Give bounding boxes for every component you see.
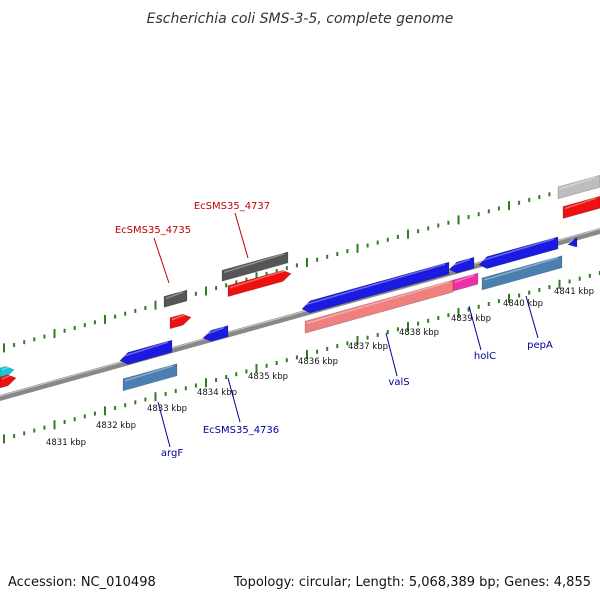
map-title: Escherichia coli SMS-3-5, complete genom…	[147, 11, 454, 27]
scale-label-4836: 4836 kbp	[298, 357, 338, 367]
scale-label-4839: 4839 kbp	[451, 314, 491, 324]
gene-EcSMS35_4735-cds	[169, 313, 192, 330]
gene-small-edge-cds	[567, 237, 578, 248]
scale-label-4835: 4835 kbp	[248, 372, 288, 382]
gene-valS-gene	[304, 279, 454, 334]
gene-EcSMS35_4737-cds	[227, 270, 292, 298]
gene-label-EcSMS35_4737: EcSMS35_4737	[194, 201, 270, 212]
leader-argF	[157, 401, 171, 448]
gene-left-edge-cds	[0, 374, 17, 389]
gene-label-pepA: pepA	[527, 340, 553, 351]
gene-left-edge-gene-shine	[1, 365, 11, 371]
gene-left-edge-cds-shine	[1, 373, 13, 380]
leader-lines	[153, 212, 539, 448]
gene-label-EcSMS35_4736: EcSMS35_4736	[203, 425, 279, 436]
scale-label-4831: 4831 kbp	[46, 438, 86, 448]
gene-holC-cds-shine	[450, 258, 471, 267]
gene-argF-gene	[122, 363, 178, 392]
upper-tick-track	[3, 178, 600, 353]
gene-valS-cds	[301, 261, 450, 314]
gene-argF-cds	[119, 339, 173, 365]
scale-label-4833: 4833 kbp	[147, 404, 187, 414]
gene-left-edge-gene	[0, 366, 15, 380]
gene-offscreen-upper-cds	[562, 195, 600, 219]
gene-pepA-gene-shine	[483, 257, 559, 281]
gene-holC-gene-shine	[454, 274, 475, 283]
gene-argF-gene-shine	[124, 365, 174, 382]
leader-EcSMS35_4735	[153, 237, 170, 284]
gene-label-argF: argF	[161, 448, 183, 459]
gene-valS-cds-shine	[303, 263, 446, 306]
gene-offscreen-upper-gene	[557, 174, 600, 200]
gene-pepA-cds	[478, 236, 559, 269]
gene-small-edge-cds-shine	[569, 239, 574, 243]
scale-label-4838: 4838 kbp	[399, 328, 439, 338]
gene-label-holC: holC	[474, 351, 496, 362]
gene-pepA-gene	[481, 255, 563, 291]
gene-features	[0, 174, 600, 392]
gene-offscreen-upper-cds-shine	[564, 197, 597, 210]
gene-argF-cds-shine	[121, 341, 169, 358]
leader-EcSMS35_4737	[234, 212, 249, 259]
gene-label-valS: valS	[388, 377, 409, 388]
gene-offscreen-upper-gene-shine	[559, 176, 597, 190]
scale-label-4837: 4837 kbp	[348, 342, 388, 352]
leader-EcSMS35_4736	[227, 377, 241, 423]
gene-EcSMS35_4737-cds-shine	[229, 269, 288, 289]
gene-EcSMS35_4735-gene-shine	[165, 291, 184, 300]
gene-EcSMS35_4735-cds-shine	[171, 313, 188, 321]
gene-label-EcSMS35_4735: EcSMS35_4735	[115, 225, 191, 236]
gene-holC-cds	[448, 256, 475, 274]
gene-pepA-cds-shine	[480, 238, 555, 262]
gene-EcSMS35_4737-gene-shine	[223, 253, 285, 274]
gene-holC-gene	[452, 272, 479, 292]
scale-label-4840: 4840 kbp	[503, 299, 543, 309]
gene-EcSMS35_4737-gene	[221, 251, 289, 282]
scale-label-4832: 4832 kbp	[96, 421, 136, 431]
accession-text: Accession: NC_010498	[8, 575, 156, 590]
gene-EcSMS35_4736-cds	[202, 325, 229, 342]
gene-EcSMS35_4735-gene	[163, 289, 188, 308]
genome-summary-text: Topology: circular; Length: 5,068,389 bp…	[233, 575, 591, 590]
gene-EcSMS35_4736-cds-shine	[204, 326, 225, 336]
scale-label-4834: 4834 kbp	[197, 388, 237, 398]
leader-pepA	[525, 295, 539, 339]
gene-valS-gene-shine	[306, 281, 450, 324]
scale-label-4841: 4841 kbp	[554, 287, 594, 297]
leader-valS	[385, 332, 398, 377]
leader-holC	[468, 305, 482, 351]
